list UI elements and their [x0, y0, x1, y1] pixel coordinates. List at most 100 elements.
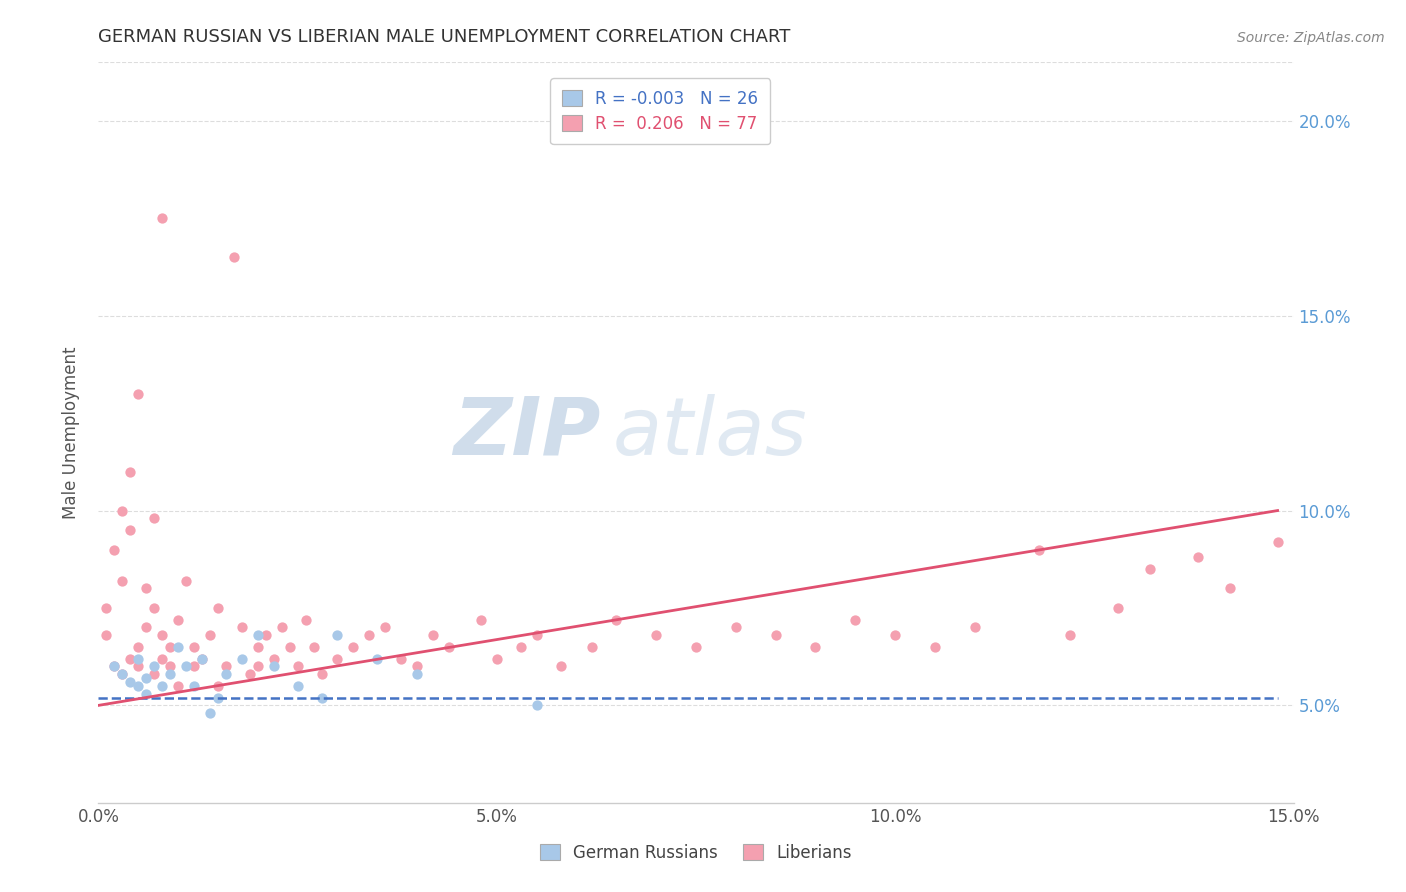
Point [422, 628, 444, 642]
Point [207, 690, 229, 705]
Point [359, 628, 381, 642]
Point [605, 613, 627, 627]
Point [207, 601, 229, 615]
Point [406, 659, 429, 673]
Point [159, 640, 181, 654]
Point [374, 620, 396, 634]
Point [111, 667, 134, 681]
Point [135, 687, 157, 701]
Point [231, 651, 253, 665]
Point [103, 659, 125, 673]
Point [263, 659, 285, 673]
Point [239, 667, 262, 681]
Point [120, 675, 142, 690]
Point [287, 659, 309, 673]
Point [231, 620, 253, 634]
Point [174, 659, 197, 673]
Point [127, 659, 149, 673]
Point [1028, 542, 1050, 557]
Point [215, 659, 238, 673]
Point [963, 620, 986, 634]
Point [150, 651, 173, 665]
Point [135, 671, 157, 685]
Point [550, 659, 572, 673]
Point [183, 679, 205, 693]
Point [143, 511, 166, 525]
Point [246, 628, 269, 642]
Point [222, 250, 245, 264]
Point [1219, 582, 1241, 596]
Point [246, 640, 269, 654]
Point [366, 651, 388, 665]
Point [183, 659, 205, 673]
Point [167, 640, 190, 654]
Point [470, 613, 492, 627]
Point [143, 601, 166, 615]
Point [127, 640, 149, 654]
Point [111, 667, 134, 681]
Point [198, 628, 221, 642]
Point [263, 651, 285, 665]
Point [844, 613, 866, 627]
Point [254, 628, 277, 642]
Point [509, 640, 531, 654]
Point [143, 659, 166, 673]
Legend: German Russians, Liberians: German Russians, Liberians [533, 838, 859, 869]
Point [526, 698, 548, 713]
Point [120, 465, 142, 479]
Point [724, 620, 747, 634]
Point [765, 628, 787, 642]
Text: GERMAN RUSSIAN VS LIBERIAN MALE UNEMPLOYMENT CORRELATION CHART: GERMAN RUSSIAN VS LIBERIAN MALE UNEMPLOY… [98, 28, 790, 45]
Text: Source: ZipAtlas.com: Source: ZipAtlas.com [1237, 31, 1385, 45]
Point [135, 582, 157, 596]
Point [183, 640, 205, 654]
Point [174, 574, 197, 588]
Point [326, 628, 349, 642]
Point [135, 620, 157, 634]
Point [1139, 562, 1161, 576]
Point [270, 620, 292, 634]
Point [103, 542, 125, 557]
Point [326, 651, 349, 665]
Point [645, 628, 668, 642]
Point [311, 667, 333, 681]
Point [294, 613, 316, 627]
Point [150, 628, 173, 642]
Point [389, 651, 412, 665]
Point [120, 651, 142, 665]
Point [1267, 534, 1289, 549]
Point [1107, 601, 1129, 615]
Point [96, 628, 118, 642]
Point [167, 679, 190, 693]
Point [526, 628, 548, 642]
Point [159, 667, 181, 681]
Point [884, 628, 907, 642]
Point [111, 574, 134, 588]
Point [342, 640, 364, 654]
Point [191, 651, 214, 665]
Point [685, 640, 707, 654]
Point [246, 659, 269, 673]
Point [143, 667, 166, 681]
Point [406, 667, 429, 681]
Point [159, 659, 181, 673]
Point [127, 651, 149, 665]
Point [1187, 550, 1209, 565]
Text: atlas: atlas [613, 393, 807, 472]
Point [207, 679, 229, 693]
Point [120, 523, 142, 537]
Point [127, 386, 149, 401]
Point [215, 667, 238, 681]
Point [924, 640, 946, 654]
Point [150, 211, 173, 226]
Point [1059, 628, 1081, 642]
Point [191, 651, 214, 665]
Point [581, 640, 603, 654]
Point [198, 706, 221, 721]
Point [111, 503, 134, 517]
Point [167, 613, 190, 627]
Point [804, 640, 827, 654]
Point [96, 601, 118, 615]
Text: ZIP: ZIP [453, 393, 600, 472]
Point [311, 690, 333, 705]
